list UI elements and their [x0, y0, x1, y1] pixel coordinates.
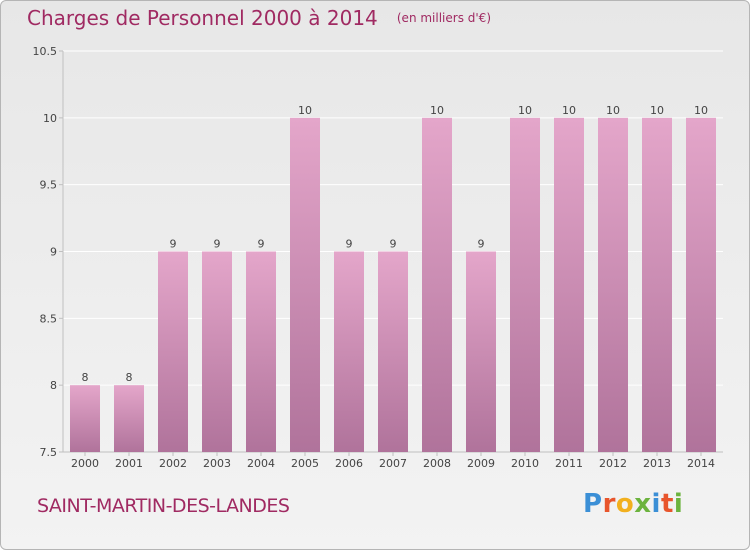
y-tick-label: 7.5	[40, 446, 58, 459]
bar-2009	[466, 251, 496, 452]
bar-2013	[642, 117, 672, 452]
x-tick-label: 2005	[291, 457, 319, 470]
bar-2004	[246, 251, 276, 452]
x-tick-label: 2008	[423, 457, 451, 470]
data-label: 10	[606, 104, 620, 117]
data-label: 10	[694, 104, 708, 117]
logo-letter: r	[602, 489, 616, 519]
y-tick-label: 9.5	[40, 179, 58, 192]
bar-2014	[686, 117, 716, 452]
bar-2011	[554, 117, 584, 452]
x-tick-label: 2007	[379, 457, 407, 470]
bar-2012	[598, 117, 628, 452]
x-tick-label: 2012	[599, 457, 627, 470]
data-label: 9	[214, 238, 221, 251]
y-tick-label: 9	[50, 246, 57, 259]
x-tick-label: 2009	[467, 457, 495, 470]
x-tick-label: 2002	[159, 457, 187, 470]
commune-name: SAINT-MARTIN-DES-LANDES	[37, 495, 290, 517]
x-tick-label: 2011	[555, 457, 583, 470]
data-label: 8	[82, 371, 89, 384]
data-label: 9	[346, 238, 353, 251]
logo-letter: i	[651, 489, 661, 519]
bar-2000	[70, 385, 100, 452]
title-row: Charges de Personnel 2000 à 2014 (en mil…	[27, 6, 491, 30]
y-tick-label: 8.5	[40, 312, 58, 325]
data-label: 9	[478, 238, 485, 251]
x-tick-label: 2006	[335, 457, 363, 470]
chart-subtitle: (en milliers d'€)	[396, 11, 491, 25]
x-tick-label: 2003	[203, 457, 231, 470]
data-label: 9	[258, 238, 265, 251]
bar-2005	[290, 117, 320, 452]
bar-2006	[334, 251, 364, 452]
data-label: 10	[650, 104, 664, 117]
data-labels: 8 8 9 9 9 10 9 9 10 9 10 10 10 10 10	[82, 104, 709, 384]
logo-letter: i	[673, 489, 684, 519]
x-tick-label: 2010	[511, 457, 539, 470]
y-tick-label: 10	[43, 112, 57, 125]
logo-letter: o	[615, 489, 635, 519]
data-label: 9	[390, 238, 397, 251]
bar-2003	[202, 251, 232, 452]
x-tick-label: 2000	[71, 457, 99, 470]
bar-2001	[114, 385, 144, 452]
proxiti-logo[interactable]: Proxiti	[583, 489, 683, 519]
data-label: 10	[430, 104, 444, 117]
x-tick-label: 2014	[687, 457, 715, 470]
x-tick-label: 2004	[247, 457, 275, 470]
bar-2010	[510, 117, 540, 452]
logo-letter: t	[660, 489, 674, 519]
bar-2002	[158, 251, 188, 452]
data-label: 10	[562, 104, 576, 117]
x-tick-label: 2013	[643, 457, 671, 470]
data-label: 8	[126, 371, 133, 384]
y-tick-label: 8	[50, 379, 57, 392]
x-tick-label: 2001	[115, 457, 143, 470]
logo-letter: x	[634, 489, 652, 519]
data-label: 10	[298, 104, 312, 117]
data-label: 10	[518, 104, 532, 117]
data-label: 9	[170, 238, 177, 251]
bars	[70, 117, 716, 452]
chart-title: Charges de Personnel 2000 à 2014	[27, 6, 378, 30]
y-tick-label: 10.5	[33, 45, 58, 58]
bar-2007	[378, 251, 408, 452]
logo-letter: P	[583, 489, 603, 519]
bar-2008	[422, 117, 452, 452]
